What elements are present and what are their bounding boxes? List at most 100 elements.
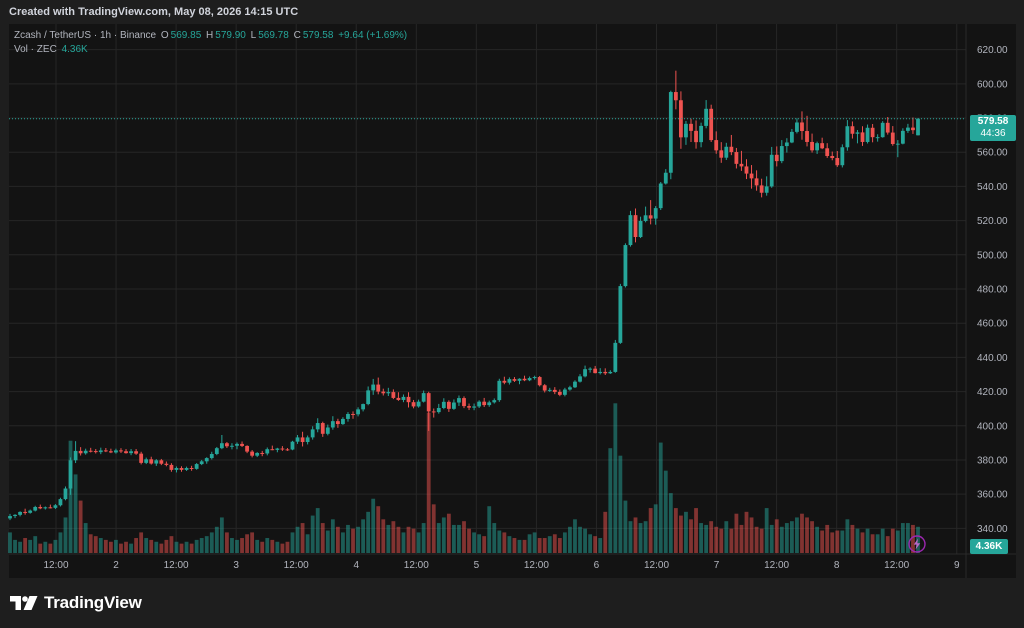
volume-bar bbox=[744, 511, 749, 553]
candle-body bbox=[285, 449, 290, 451]
last-volume-tag: 4.36K bbox=[970, 539, 1008, 554]
volume-bar bbox=[527, 534, 532, 553]
legend-open: 569.85 bbox=[170, 30, 202, 41]
volume-bar bbox=[749, 517, 754, 553]
time-axis-label: 12:00 bbox=[764, 560, 789, 571]
legend-close-label: C bbox=[293, 30, 301, 41]
volume-bar bbox=[108, 541, 113, 553]
volume-bar bbox=[68, 440, 73, 553]
volume-bar bbox=[396, 526, 401, 553]
volume-bar bbox=[164, 539, 169, 553]
volume-bar bbox=[542, 538, 547, 553]
volume-bar bbox=[769, 524, 774, 553]
volume-bar bbox=[315, 508, 320, 553]
time-axis-label: 4 bbox=[353, 560, 359, 571]
candle-body bbox=[154, 460, 159, 464]
candle-body bbox=[774, 154, 779, 162]
volume-bar bbox=[371, 498, 376, 553]
candle-body bbox=[164, 463, 169, 465]
candle-body bbox=[734, 152, 739, 164]
volume-bar bbox=[764, 508, 769, 553]
volume-bar bbox=[805, 517, 809, 553]
candle-body bbox=[209, 453, 214, 459]
volume-bar bbox=[260, 541, 265, 553]
volume-bar bbox=[174, 541, 179, 553]
candle-body bbox=[305, 437, 310, 443]
candle-body bbox=[23, 511, 28, 513]
volume-bar bbox=[482, 536, 487, 553]
candle-body bbox=[583, 369, 587, 377]
candle-body bbox=[230, 445, 234, 447]
tradingview-logo[interactable]: TradingView bbox=[10, 592, 142, 614]
candle-body bbox=[406, 396, 411, 403]
candle-body bbox=[78, 450, 83, 454]
legend-open-label: O bbox=[160, 30, 169, 41]
candle-body bbox=[805, 131, 809, 142]
volume-bar bbox=[880, 528, 885, 553]
volume-bar bbox=[800, 513, 804, 553]
volume-bar bbox=[552, 534, 557, 553]
candle-body bbox=[300, 437, 305, 443]
candle-body bbox=[492, 400, 497, 403]
candle-body bbox=[396, 397, 401, 400]
candle-body bbox=[38, 506, 43, 509]
candle-body bbox=[724, 146, 729, 158]
candle-body bbox=[800, 122, 804, 132]
legend-high: 579.90 bbox=[215, 30, 246, 41]
legend-volume-value: 4.36K bbox=[61, 44, 88, 55]
volume-bar bbox=[159, 543, 164, 553]
volume-bar bbox=[840, 530, 845, 553]
candle-body bbox=[754, 178, 759, 186]
last-price-value: 579.58 bbox=[977, 116, 1009, 127]
candle-body bbox=[270, 449, 275, 451]
volume-bar bbox=[679, 515, 683, 553]
volume-bar bbox=[603, 511, 608, 553]
volume-bar bbox=[774, 519, 779, 553]
candle-body bbox=[552, 389, 557, 392]
lightning-bolt-icon[interactable] bbox=[908, 535, 926, 553]
candle-body bbox=[749, 173, 754, 179]
candle-body bbox=[431, 411, 436, 413]
volume-bar bbox=[779, 526, 784, 553]
candle-body bbox=[487, 402, 492, 406]
candle-body bbox=[149, 459, 154, 464]
volume-bar bbox=[275, 541, 280, 553]
volume-bar bbox=[557, 538, 562, 553]
volume-bar bbox=[204, 536, 209, 553]
time-axis-area bbox=[9, 554, 1016, 578]
volume-bar bbox=[335, 526, 340, 553]
candle-body bbox=[462, 398, 466, 407]
candle-body bbox=[255, 452, 260, 456]
volume-bar bbox=[330, 519, 335, 553]
candle-body bbox=[638, 220, 643, 238]
candle-body bbox=[98, 450, 103, 453]
candle-body bbox=[139, 453, 144, 463]
volume-bar bbox=[93, 536, 98, 553]
candle-body bbox=[124, 451, 128, 454]
candle-body bbox=[895, 143, 900, 145]
volume-bar bbox=[653, 504, 658, 553]
candle-body bbox=[245, 445, 249, 452]
volume-bar bbox=[850, 524, 855, 553]
volume-bar bbox=[98, 538, 103, 553]
candle-body bbox=[371, 384, 376, 391]
volume-bar bbox=[628, 521, 633, 553]
candle-body bbox=[547, 389, 552, 391]
volume-bar bbox=[446, 513, 451, 553]
price-axis-label: 340.00 bbox=[977, 524, 1008, 535]
volume-bar bbox=[573, 519, 577, 553]
candle-body bbox=[668, 92, 673, 173]
candle-body bbox=[33, 506, 38, 511]
volume-bar bbox=[416, 532, 421, 553]
candle-body bbox=[603, 371, 608, 374]
candle-body bbox=[134, 451, 139, 454]
volume-bar bbox=[199, 538, 204, 553]
price-axis-label: 480.00 bbox=[977, 285, 1008, 296]
volume-bar bbox=[43, 541, 48, 553]
candle-body bbox=[880, 122, 885, 138]
candle-body bbox=[129, 451, 133, 454]
volume-bar bbox=[431, 504, 436, 553]
volume-bar bbox=[870, 534, 875, 553]
candle-body bbox=[532, 377, 537, 379]
